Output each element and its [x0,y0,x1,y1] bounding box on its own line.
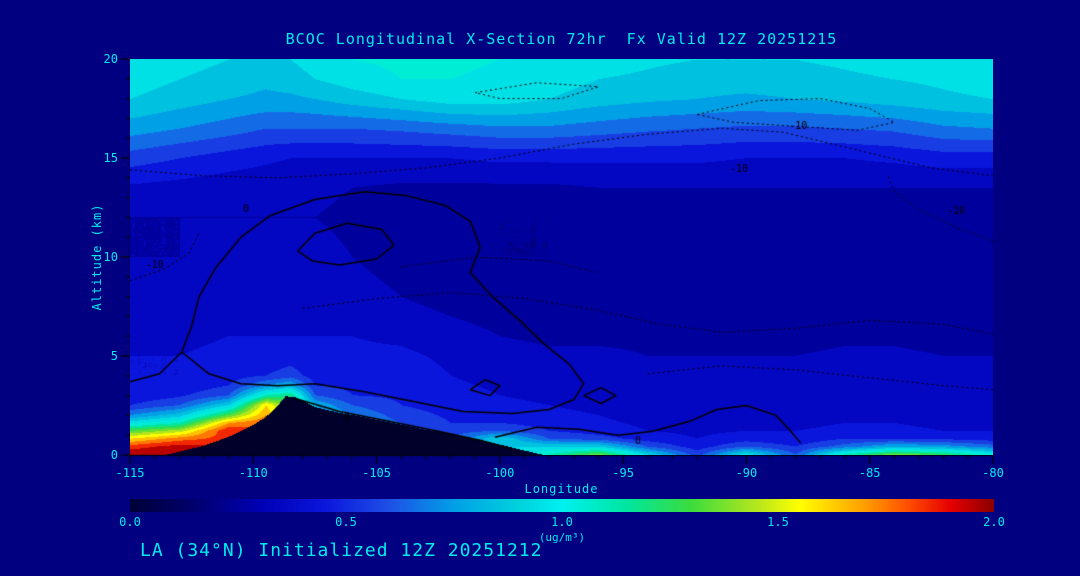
y-tick-label: 5 [110,349,118,363]
x-tick-label: -85 [858,466,881,480]
colorbar-tick-label: 2.0 [983,515,1005,529]
x-tick-label: -115 [115,466,145,480]
init-time-caption: LA (34°N) Initialized 12Z 20251212 [140,540,543,561]
x-tick-label: -95 [612,466,634,480]
y-tick-label: 15 [103,151,118,165]
x-tick-label: -105 [362,466,392,480]
x-axis-label: Longitude [524,482,599,496]
contour-plot-canvas [130,59,993,455]
colorbar-unit-label: (ug/m³) [538,531,586,544]
y-tick-label: 20 [103,52,118,66]
x-tick-label: -90 [735,466,758,480]
x-tick-label: -80 [982,466,1004,480]
colorbar-tick-label: 1.5 [767,515,789,529]
colorbar-tick-label: 1.0 [551,515,573,529]
x-tick-label: -110 [238,466,268,480]
x-tick-label: -100 [485,466,515,480]
colorbar-tick-label: 0.0 [119,515,141,529]
colorbar-tick-label: 0.5 [335,515,357,529]
y-tick-label: 0 [110,448,118,462]
y-tick-label: 10 [103,250,118,264]
colorbar-canvas [130,499,994,512]
